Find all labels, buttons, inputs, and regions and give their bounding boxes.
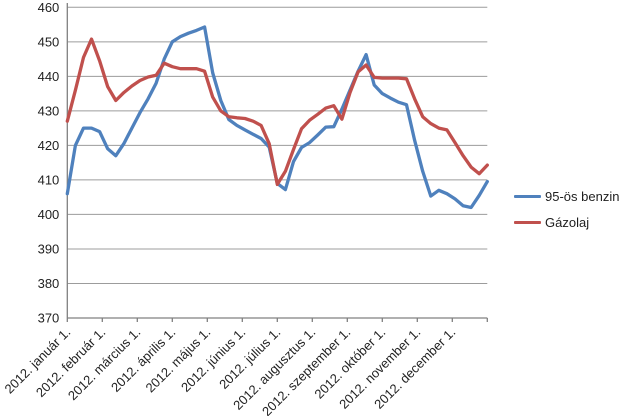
y-tick-label: 420 — [38, 138, 60, 153]
legend-label-benzin: 95-ös benzin — [545, 189, 620, 204]
y-tick-label: 440 — [38, 69, 60, 84]
legend-swatch-gazolaj — [514, 221, 541, 224]
legend-item-benzin: 95-ös benzin — [514, 189, 619, 204]
series-line-gazolaj — [65, 37, 489, 187]
y-tick-label: 370 — [38, 311, 60, 326]
legend: 95-ös benzin Gázolaj — [514, 189, 619, 241]
y-tick-label: 460 — [38, 0, 60, 15]
y-tick-label: 390 — [38, 241, 60, 256]
y-tick-label: 400 — [38, 207, 60, 222]
y-tick-label: 450 — [38, 34, 60, 49]
legend-label-gazolaj: Gázolaj — [545, 215, 590, 230]
legend-swatch-benzin — [514, 195, 541, 198]
legend-item-gazolaj: Gázolaj — [514, 215, 619, 230]
y-tick-label: 430 — [38, 103, 60, 118]
y-tick-label: 410 — [38, 172, 60, 187]
y-tick-label: 380 — [38, 276, 60, 291]
